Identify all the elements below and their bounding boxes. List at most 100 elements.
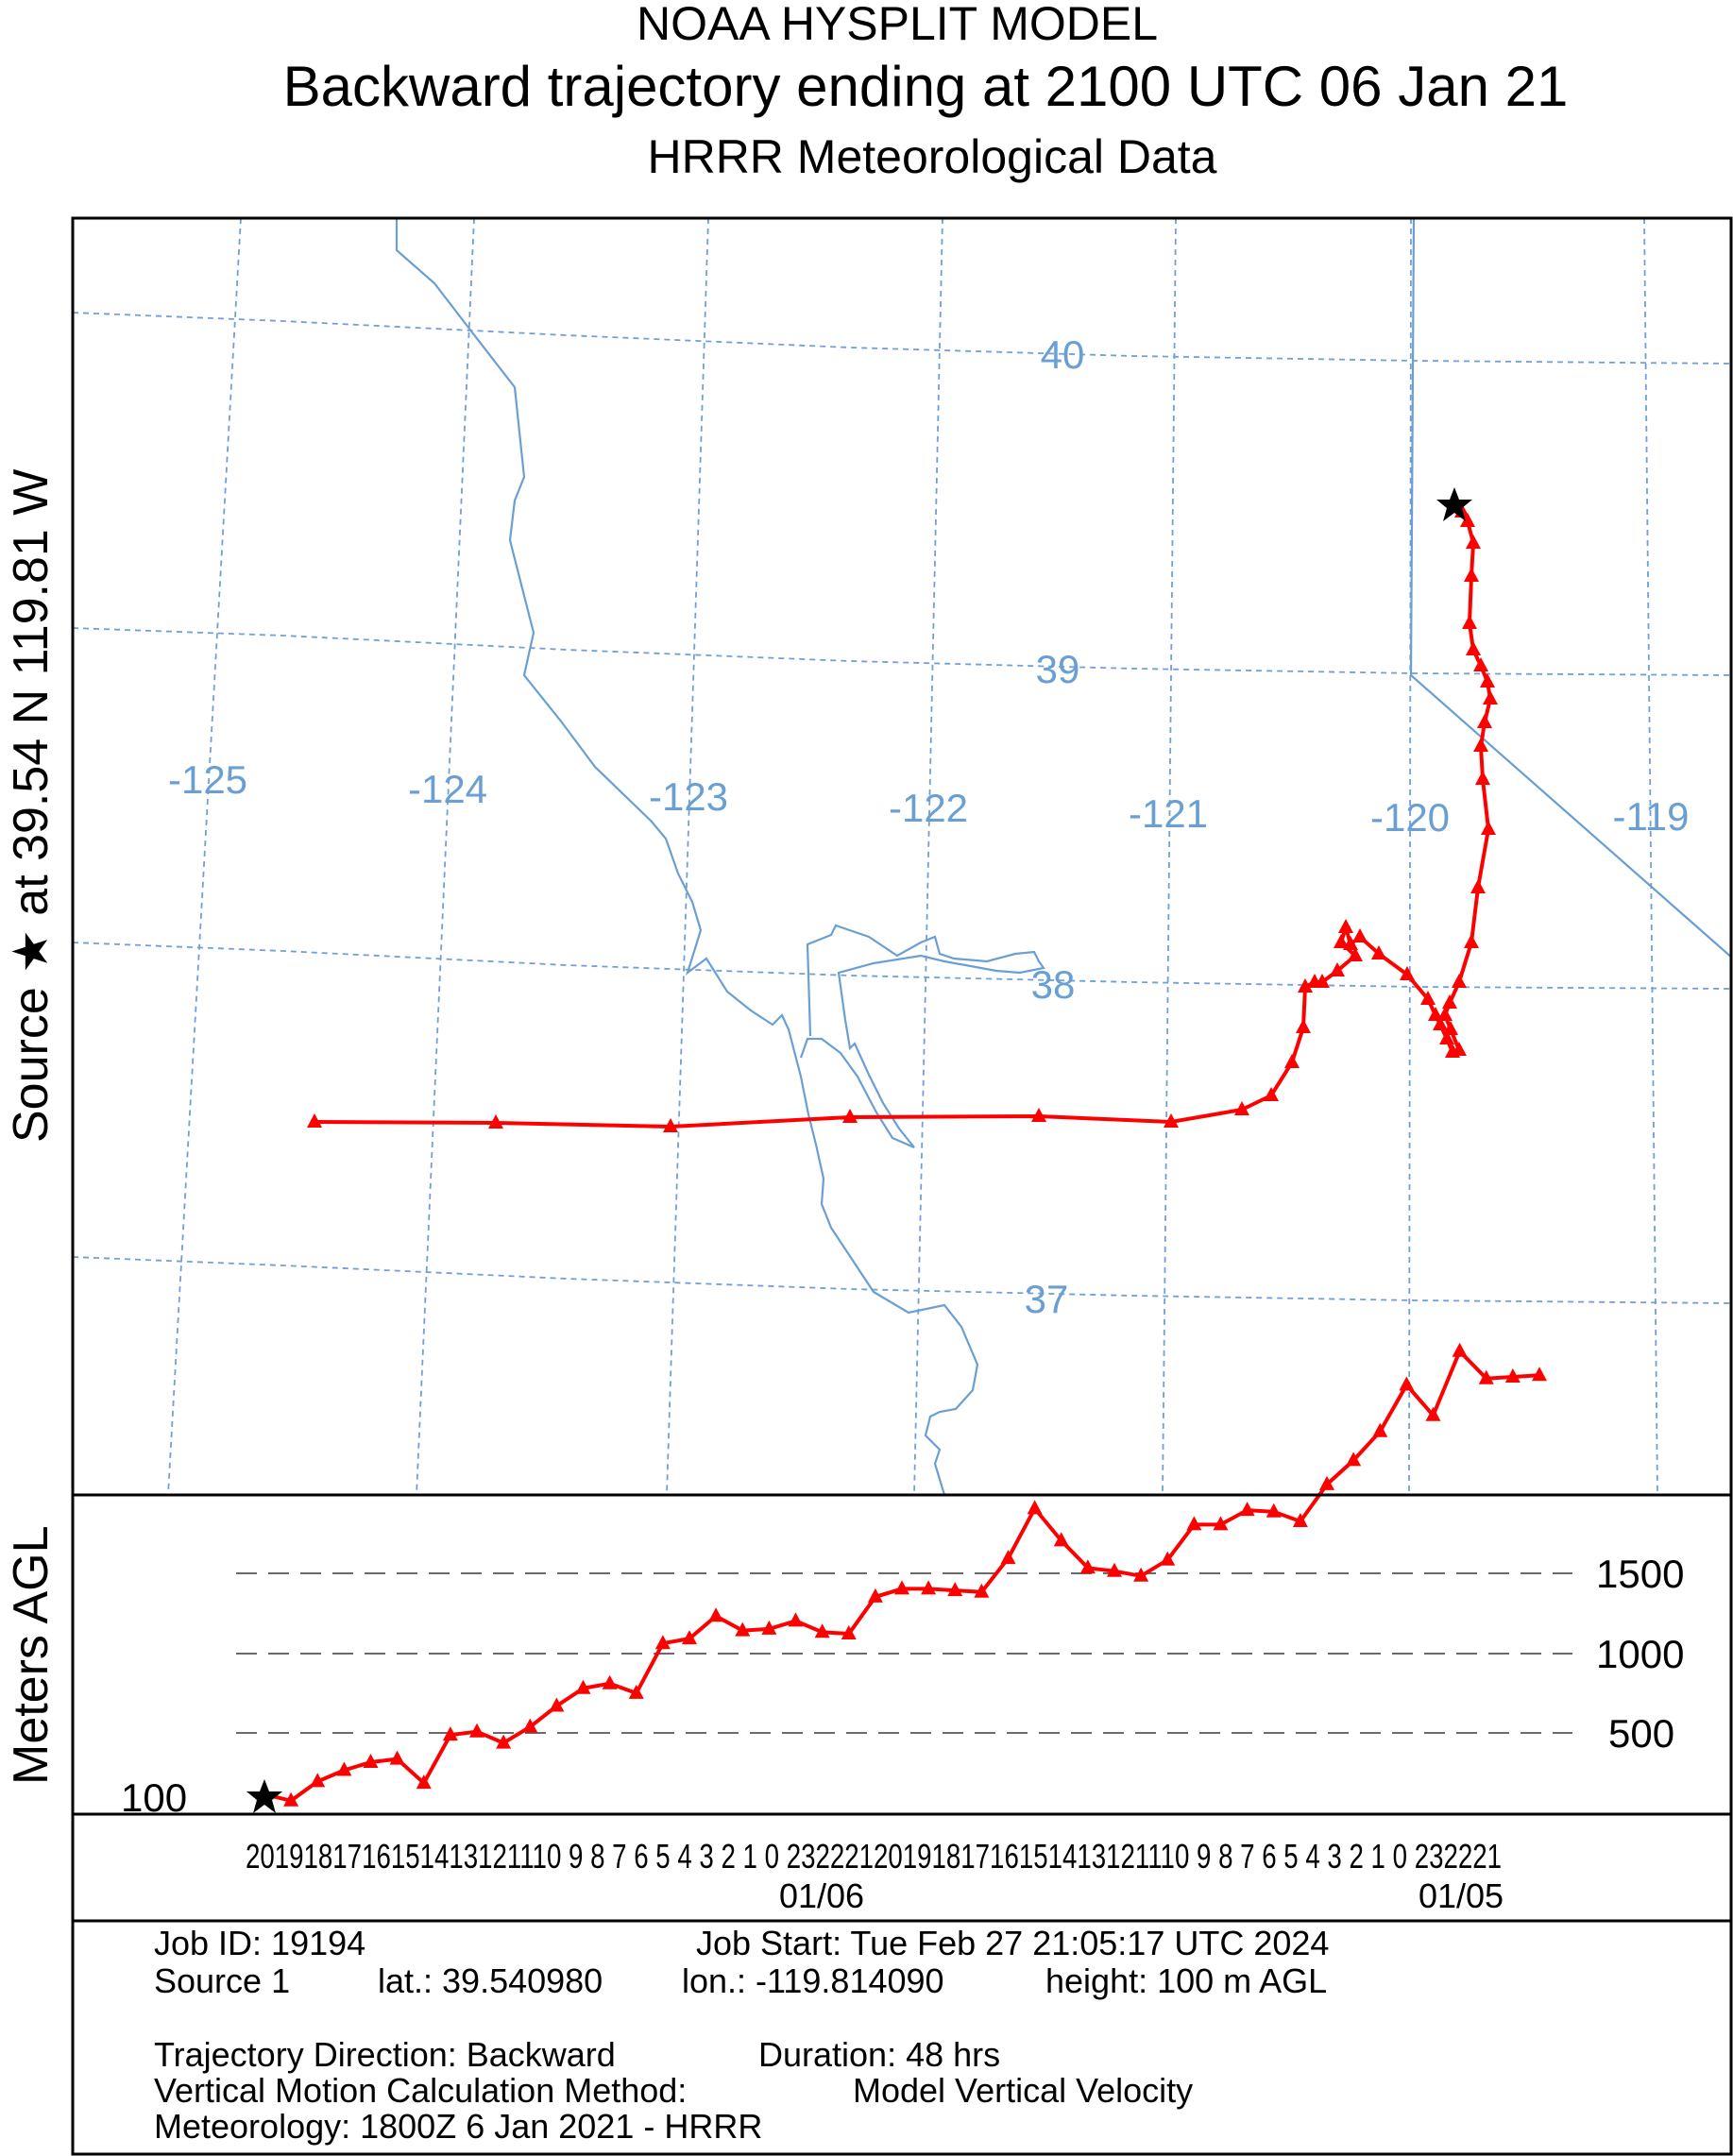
height-trajectory-point	[336, 1761, 352, 1776]
height-trajectory-point	[1532, 1367, 1547, 1382]
coastline	[395, 218, 979, 1495]
height-trajectory-point	[761, 1620, 777, 1635]
lat-label-38: 38	[1031, 962, 1076, 1007]
date-label-0105: 01/05	[1419, 1876, 1504, 1915]
info-direction: Trajectory Direction: Backward	[154, 2035, 616, 2074]
map-trajectory-point	[1338, 919, 1353, 933]
map-trajectory-point	[1445, 1044, 1460, 1058]
info-duration: Duration: 48 hrs	[758, 2035, 1000, 2074]
map-trajectory-point	[1164, 1113, 1179, 1128]
map-trajectory-point	[1330, 962, 1345, 976]
lon-label-121: -121	[1129, 791, 1208, 836]
height-trajectory-point	[1239, 1502, 1255, 1517]
lon-line-121	[1162, 218, 1177, 1495]
map-trajectory-point	[842, 1109, 858, 1123]
height-trajectory-point	[1266, 1502, 1282, 1518]
height-trajectory-point	[496, 1734, 512, 1749]
height-trajectory-point	[788, 1612, 804, 1627]
time-axis-panel: 2019181716151413121110 9 8 7 6 5 4 3 2 1…	[71, 1812, 1733, 1923]
lon-line-123	[666, 218, 709, 1495]
info-height: height: 100 m AGL	[1045, 1961, 1327, 2000]
height-trajectory-point	[894, 1580, 909, 1595]
height-trajectory-point	[602, 1674, 618, 1689]
height-trajectory-point	[549, 1697, 565, 1712]
california-nevada-border	[1409, 218, 1731, 959]
lon-line-124	[416, 218, 475, 1495]
map-trajectory-point	[1466, 535, 1481, 549]
lat-label-37: 37	[1025, 1277, 1069, 1321]
height-panel: 1500 1000 500 100 Meters AGL	[4, 1342, 1733, 1820]
map-trajectory-point	[1480, 673, 1495, 688]
ytick-1000: 1000	[1596, 1632, 1684, 1676]
info-job-id: Job ID: 19194	[154, 1924, 365, 1962]
lon-label-123: -123	[649, 774, 728, 819]
map-trajectory-point	[1264, 1087, 1279, 1101]
map-trajectory-point	[1473, 657, 1488, 671]
source-side-label: Source ★ at 39.54 N 119.81 W	[4, 469, 59, 1143]
height-trajectory-point	[310, 1773, 326, 1788]
lon-label-124: -124	[408, 767, 487, 811]
height-trajectory-point	[1160, 1551, 1176, 1566]
map-trajectory-point	[488, 1114, 503, 1129]
map-trajectory-point	[1466, 641, 1481, 655]
date-label-0106: 01/06	[779, 1876, 864, 1915]
height-trajectory-point	[628, 1684, 644, 1699]
height-trajectory-point	[575, 1679, 591, 1694]
info-panel: Job ID: 19194 Job Start: Tue Feb 27 21:0…	[71, 1919, 1733, 2156]
title-line-3: HRRR Meteorological Data	[647, 130, 1216, 183]
info-frame	[71, 1919, 1733, 2156]
hour-labels: 2019181716151413121110 9 8 7 6 5 4 3 2 1…	[246, 1837, 1502, 1876]
source-height-label: 100	[121, 1775, 187, 1820]
lon-label-122: -122	[889, 786, 968, 830]
map-trajectory-point	[1420, 991, 1436, 1005]
height-trajectory-point	[363, 1754, 379, 1768]
lat-label-40: 40	[1041, 332, 1085, 377]
map-trajectory-point	[1433, 1016, 1448, 1030]
map-trajectory-point	[1442, 994, 1457, 1009]
height-trajectory-point	[1478, 1369, 1494, 1384]
height-trajectory-point	[814, 1623, 830, 1638]
info-source: Source 1	[154, 1961, 290, 2000]
map-trajectory-point	[1462, 615, 1477, 629]
lat-line-38	[73, 942, 1731, 990]
height-trajectory-point	[416, 1774, 432, 1790]
height-trajectory-point	[1027, 1500, 1043, 1515]
map-trajectory-point	[663, 1118, 678, 1132]
map-trajectory-point	[1296, 1019, 1311, 1033]
map-trajectory-point	[1473, 738, 1488, 752]
height-trajectory-point	[654, 1635, 671, 1650]
height-trajectory-point	[974, 1583, 990, 1598]
info-lat: lat.: 39.540980	[378, 1961, 603, 2000]
map-trajectory-point	[1460, 513, 1475, 527]
height-trajectory-point	[867, 1587, 883, 1603]
map-trajectory-point	[1470, 879, 1486, 893]
map-trajectory-point	[1400, 966, 1415, 980]
height-trajectory-point	[1504, 1368, 1521, 1383]
lon-line-120	[1408, 218, 1412, 1495]
height-trajectory-point	[1319, 1475, 1334, 1490]
map-trajectory-point	[1334, 934, 1349, 948]
height-trajectory-point	[735, 1621, 751, 1637]
lon-label-119: -119	[1613, 794, 1690, 839]
height-ylabel: Meters AGL	[4, 1525, 59, 1785]
height-source-star-icon	[246, 1779, 282, 1813]
lon-line-119	[1643, 218, 1658, 1495]
height-trajectory-point	[283, 1791, 299, 1807]
title-line-1: NOAA HYSPLIT MODEL	[637, 0, 1158, 50]
map-trajectory-point	[1348, 947, 1363, 961]
height-frame	[71, 1493, 1733, 1816]
map-trajectory-point	[1464, 568, 1479, 582]
map-trajectory-point	[1481, 821, 1496, 835]
map-trajectory-point	[1031, 1108, 1046, 1122]
info-job-start: Job Start: Tue Feb 27 21:05:17 UTC 2024	[696, 1924, 1329, 1962]
map-trajectory-point	[1477, 714, 1492, 728]
map-trajectory-point	[1483, 690, 1498, 705]
height-trajectory-point	[1107, 1562, 1122, 1577]
title-line-2: Backward trajectory ending at 2100 UTC 0…	[283, 55, 1569, 118]
map-trajectory-point	[1428, 1007, 1443, 1021]
info-meteorology: Meteorology: 1800Z 6 Jan 2021 - HRRR	[154, 2107, 762, 2146]
height-trajectory-point	[1053, 1532, 1069, 1547]
map-trajectory-point	[1464, 934, 1479, 948]
height-trajectory-point	[682, 1630, 697, 1645]
